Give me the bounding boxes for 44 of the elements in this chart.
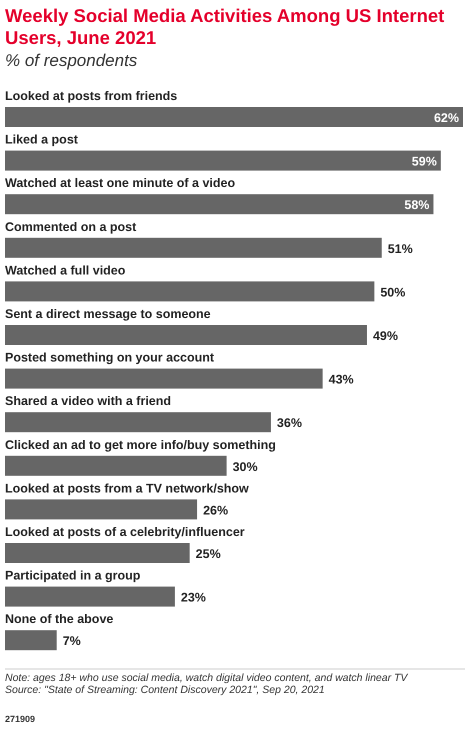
data-label: 43%: [328, 372, 354, 387]
y-tick-label: Liked a post: [5, 132, 79, 147]
data-label: 51%: [388, 242, 413, 256]
y-tick-label: Looked at posts from a TV network/show: [5, 481, 250, 496]
data-label: 26%: [203, 503, 228, 518]
data-label: 30%: [232, 460, 258, 474]
bar: [5, 543, 190, 563]
bar: [5, 412, 271, 432]
bar: [5, 368, 323, 389]
y-tick-label: Watched at least one minute of a video: [5, 176, 236, 190]
y-tick-label: Participated in a group: [5, 568, 141, 583]
y-tick-label: Watched a full video: [5, 263, 126, 278]
bar: [5, 194, 434, 214]
data-label: 49%: [372, 329, 398, 343]
bar: [5, 456, 227, 476]
y-tick-label: Sent a direct message to someone: [5, 307, 211, 321]
y-tick-label: Looked at posts from friends: [5, 89, 178, 103]
data-label: 36%: [276, 416, 302, 430]
y-tick-label: Clicked an ad to get more info/buy something: [5, 438, 276, 452]
data-label: 58%: [404, 198, 430, 212]
data-label: 25%: [196, 547, 221, 561]
bar: [5, 107, 463, 127]
data-label: 59%: [412, 154, 437, 169]
bar: [5, 630, 57, 650]
text: Note: ages 18+ who use social media, watch digital video content, and watch linear TV: [5, 672, 408, 684]
y-tick-label: Posted something on your account: [5, 350, 215, 365]
bar: [5, 150, 441, 171]
chart-subtitle: % of respondents: [5, 51, 138, 70]
source-note: Source: "State of Streaming: Content Discovery 2021", Sep 20, 2021: [5, 684, 325, 696]
bar: [5, 238, 382, 258]
text: 271909: [5, 714, 36, 724]
bar: [5, 325, 367, 345]
data-label: 50%: [380, 285, 406, 300]
bar: [5, 281, 374, 302]
y-tick-label: None of the above: [5, 612, 114, 626]
bar: [5, 586, 175, 607]
chart-title: Weekly Social Media Activities Among US Internet Users, June 2021: [5, 5, 444, 48]
y-tick-label: Commented on a post: [5, 220, 138, 234]
data-label: 7%: [62, 634, 81, 648]
data-label: 62%: [434, 111, 459, 125]
y-tick-label: Looked at posts of a celebrity/influencer: [5, 525, 245, 539]
data-label: 23%: [180, 590, 206, 605]
bar: [5, 499, 198, 520]
y-tick-label: Shared a video with a friend: [5, 394, 172, 408]
